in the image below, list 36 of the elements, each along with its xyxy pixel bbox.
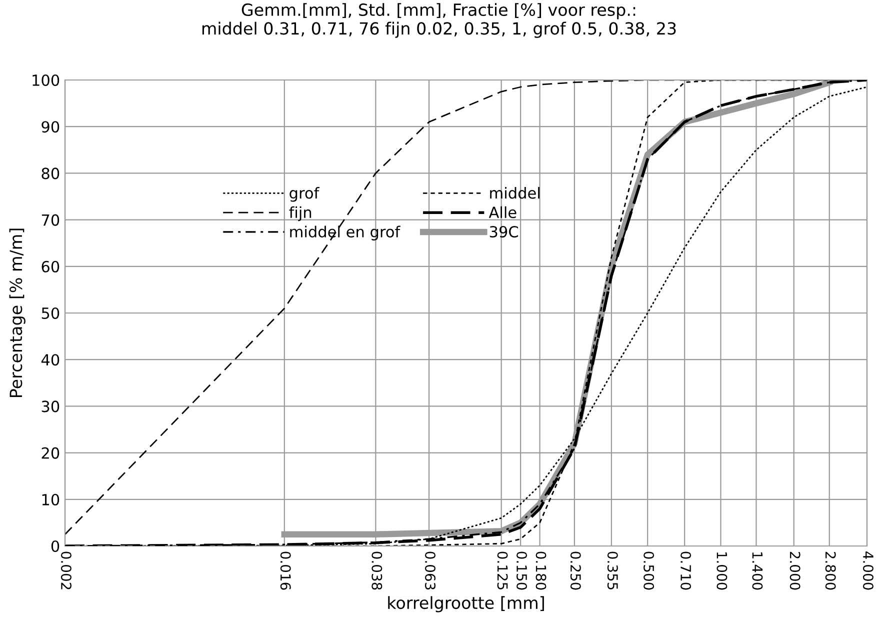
x-tick-label: 0.355	[607, 552, 618, 590]
x-tick-label: 2.800	[825, 552, 836, 590]
x-tick-label: 1.000	[716, 552, 728, 590]
y-tick-label: 50	[42, 307, 60, 320]
x-tick-label: 0.125	[497, 552, 508, 590]
y-tick-label: 90	[42, 121, 60, 133]
y-axis-title: Percentage [% m/m]	[9, 228, 26, 397]
y-tick-label: 10	[42, 494, 60, 506]
x-tick-label: 0.016	[280, 552, 291, 590]
x-tick-label: 0.180	[536, 552, 546, 590]
legend-label: middel en grof	[290, 226, 400, 240]
x-tick-label: 0.063	[424, 552, 436, 590]
x-tick-label: 0.500	[644, 552, 654, 590]
legend-label: 39C	[490, 226, 518, 238]
x-tick-label: 1.400	[752, 552, 763, 590]
chart-title: Gemm.[mm], Std. [mm], Fractie [%] voor resp.: middel 0.31, 0.71, 76 fijn 0.02, 0.35, 1, grof 0.5, 0.38, 23	[202, 3, 676, 38]
x-axis-title: korrelgrootte [mm]	[388, 596, 544, 612]
legend-label: middel	[490, 186, 540, 199]
y-tick-label: 60	[42, 260, 60, 272]
x-tick-label: 0.710	[680, 552, 692, 590]
y-tick-label: 20	[42, 447, 60, 459]
y-tick-label: 0	[51, 540, 60, 552]
y-tick-label: 30	[42, 400, 60, 412]
x-tick-label: 2.000	[790, 552, 800, 590]
y-tick-label: 40	[41, 354, 60, 366]
x-tick-label: 4.000	[862, 552, 874, 590]
x-tick-label: 0.038	[372, 552, 382, 590]
y-tick-label: 70	[42, 214, 60, 226]
y-tick-label: 80	[42, 168, 60, 180]
legend-label: grof	[290, 186, 320, 202]
x-tick-label: 0.002	[60, 552, 72, 590]
legend-label: fijn	[289, 206, 312, 222]
x-tick-label: 0.250	[570, 552, 581, 590]
y-tick-label: 100	[32, 74, 60, 86]
legend-label: Alle	[488, 206, 516, 218]
x-tick-label: 0.150	[516, 552, 528, 590]
